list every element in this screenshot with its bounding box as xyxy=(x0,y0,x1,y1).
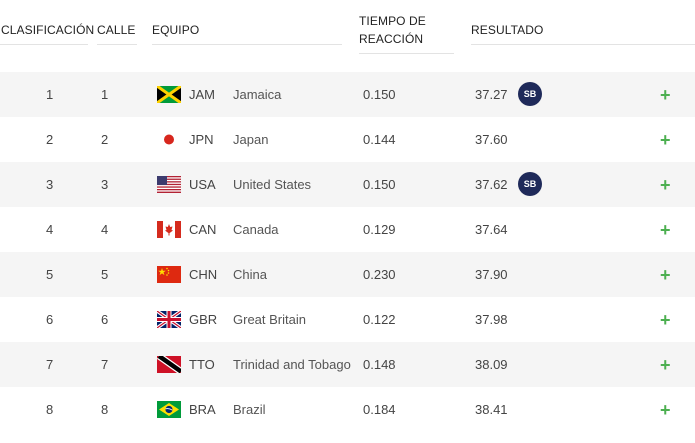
rank-cell: 8 xyxy=(46,402,54,417)
header-divider xyxy=(97,44,137,45)
lane-cell: 2 xyxy=(101,132,109,147)
lane-cell: 5 xyxy=(101,267,109,282)
reaction-time: 0.184 xyxy=(363,402,396,417)
header-divider xyxy=(471,44,695,45)
season-best-badge: SB xyxy=(518,82,542,106)
rank-cell: 7 xyxy=(46,357,54,372)
rank-cell: 1 xyxy=(46,87,54,102)
reaction-time: 0.150 xyxy=(363,87,396,102)
japan-flag-icon xyxy=(157,131,181,148)
country-name: Canada xyxy=(233,222,279,237)
country-code: CHN xyxy=(189,267,218,282)
expand-row-button[interactable]: + xyxy=(660,130,671,150)
country-name: Great Britain xyxy=(233,312,306,327)
lane-cell: 6 xyxy=(101,312,109,327)
reaction-time: 0.148 xyxy=(363,357,396,372)
expand-row-button[interactable]: + xyxy=(660,310,671,330)
expand-row-button[interactable]: + xyxy=(660,220,671,240)
rank-cell: 6 xyxy=(46,312,54,327)
country-code: GBR xyxy=(189,312,218,327)
country-name: Trinidad and Tobago xyxy=(233,357,351,372)
reaction-time: 0.150 xyxy=(363,177,396,192)
usa-flag-icon xyxy=(157,176,181,193)
jamaica-flag-icon xyxy=(157,86,181,103)
result-time: 38.41 xyxy=(475,402,508,417)
brazil-flag-icon xyxy=(157,401,181,418)
expand-row-button[interactable]: + xyxy=(660,85,671,105)
table-row: 8 8 BRA Brazil 0.184 38.41 + xyxy=(0,387,695,432)
expand-row-button[interactable]: + xyxy=(660,175,671,195)
lane-cell: 3 xyxy=(101,177,109,192)
header-result: RESULTADO xyxy=(471,23,544,37)
country-code: TTO xyxy=(189,357,215,372)
result-time: 37.98 xyxy=(475,312,508,327)
table-row: 3 3 USA United States 0.150 37.62 SB + xyxy=(0,162,695,207)
reaction-time: 0.230 xyxy=(363,267,396,282)
trinidad-tobago-flag-icon xyxy=(157,356,181,373)
header-lane: CALLE xyxy=(97,23,136,37)
results-table: 1 1 JAM Jamaica 0.150 37.27 SB +2 2 JPN Japan 0.1… xyxy=(0,72,695,432)
rank-cell: 5 xyxy=(46,267,54,282)
expand-row-button[interactable]: + xyxy=(660,265,671,285)
header-divider xyxy=(359,53,454,54)
country-name: Japan xyxy=(233,132,269,147)
lane-cell: 4 xyxy=(101,222,109,237)
table-row: 1 1 JAM Jamaica 0.150 37.27 SB + xyxy=(0,72,695,117)
result-time: 37.64 xyxy=(475,222,508,237)
rank-cell: 4 xyxy=(46,222,54,237)
country-name: Brazil xyxy=(233,402,266,417)
header-divider xyxy=(0,44,88,45)
result-time: 38.09 xyxy=(475,357,508,372)
expand-row-button[interactable]: + xyxy=(660,355,671,375)
canada-flag-icon xyxy=(157,221,181,238)
result-time: 37.60 xyxy=(475,132,508,147)
china-flag-icon xyxy=(157,266,181,283)
great-britain-flag-icon xyxy=(157,311,181,328)
lane-cell: 1 xyxy=(101,87,109,102)
result-time: 37.27 xyxy=(475,87,508,102)
reaction-time: 0.144 xyxy=(363,132,396,147)
country-code: JAM xyxy=(189,87,215,102)
result-time: 37.62 xyxy=(475,177,508,192)
lane-cell: 8 xyxy=(101,402,109,417)
table-row: 6 6 GBR Great Britain 0.122 37.98 + xyxy=(0,297,695,342)
reaction-time: 0.129 xyxy=(363,222,396,237)
header-rank: CLASIFICACIÓN xyxy=(1,23,95,37)
season-best-badge: SB xyxy=(518,172,542,196)
reaction-time: 0.122 xyxy=(363,312,396,327)
header-reaction-line1: TIEMPO DE xyxy=(359,14,426,28)
table-header: CLASIFICACIÓN CALLE EQUIPO TIEMPO DE REA… xyxy=(0,0,695,70)
country-code: JPN xyxy=(189,132,214,147)
country-code: BRA xyxy=(189,402,216,417)
country-name: Jamaica xyxy=(233,87,282,102)
header-divider xyxy=(152,44,342,45)
country-code: CAN xyxy=(189,222,217,237)
table-row: 7 7 TTO Trinidad and Tobago 0.148 38.09 + xyxy=(0,342,695,387)
expand-row-button[interactable]: + xyxy=(660,400,671,420)
table-row: 5 5 CHN China 0.230 37.90 + xyxy=(0,252,695,297)
country-name: China xyxy=(233,267,267,282)
rank-cell: 3 xyxy=(46,177,54,192)
header-team: EQUIPO xyxy=(152,23,200,37)
lane-cell: 7 xyxy=(101,357,109,372)
header-reaction-line2: REACCIÓN xyxy=(359,32,424,46)
result-time: 37.90 xyxy=(475,267,508,282)
country-name: United States xyxy=(233,177,312,192)
rank-cell: 2 xyxy=(46,132,54,147)
country-code: USA xyxy=(189,177,216,192)
table-row: 4 4 CAN Canada 0.129 37.64 + xyxy=(0,207,695,252)
table-row: 2 2 JPN Japan 0.144 37.60 + xyxy=(0,117,695,162)
